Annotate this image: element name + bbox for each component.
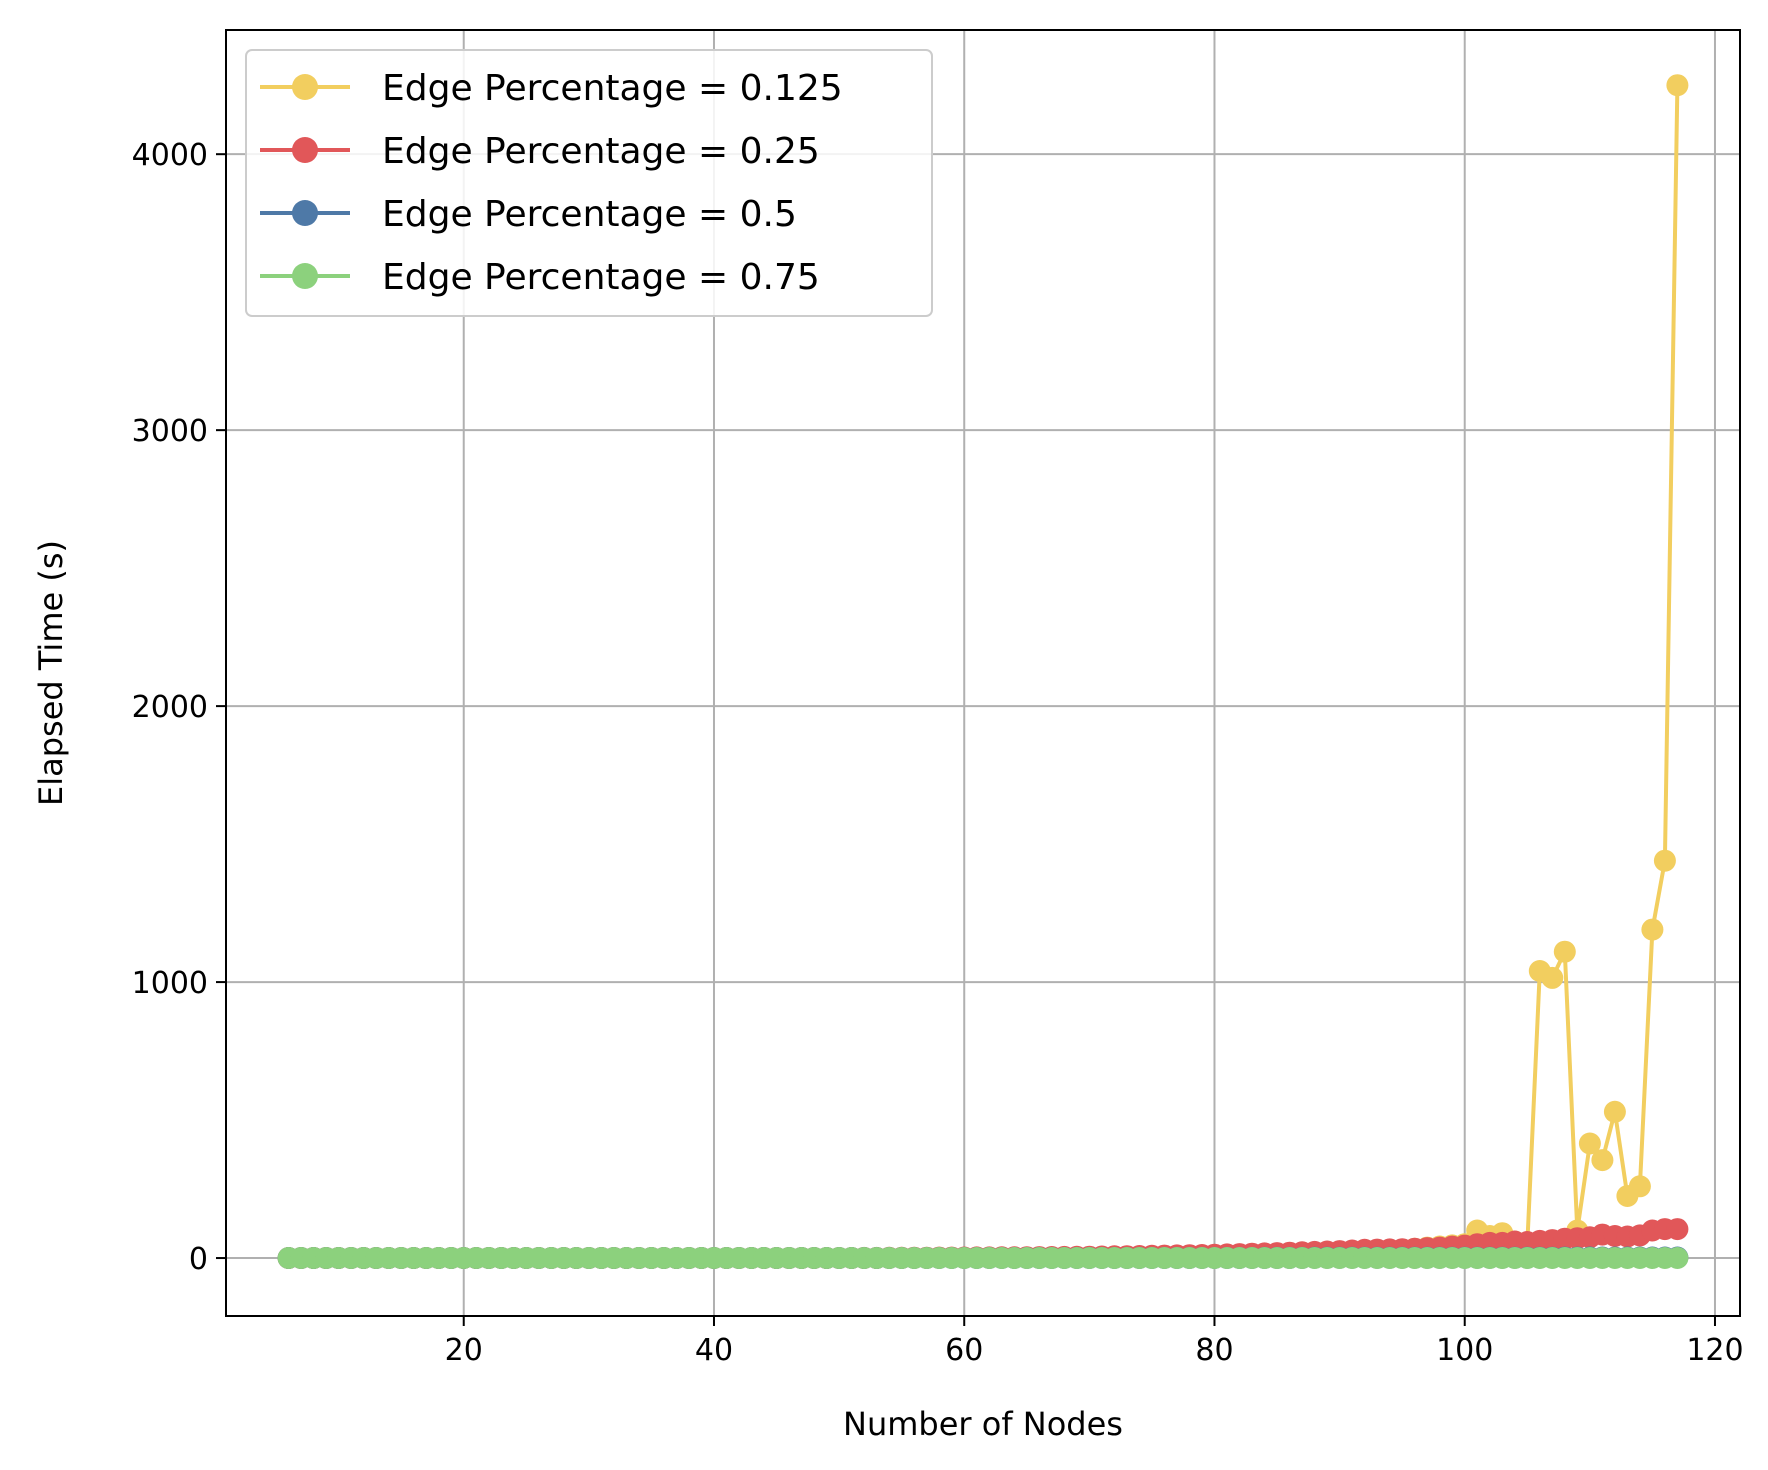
data-point [1666,74,1689,97]
data-point [1578,1132,1601,1155]
x-tick-label: 100 [1436,1333,1493,1368]
y-tick-label: 3000 [132,414,208,449]
legend-item: Edge Percentage = 0.5 [260,194,797,235]
data-point [1603,1100,1626,1123]
axis-ticks: 20 40 60 80 100 120 0 1000 2000 3000 4000 [132,138,1744,1368]
data-point [1641,918,1664,941]
legend-marker [292,263,318,289]
legend: Edge Percentage = 0.125 Edge Percentage =… [245,49,933,317]
legend-marker [292,200,318,226]
series-layer [277,74,1689,1269]
data-point [1591,1149,1614,1172]
y-tick-label: 0 [189,1242,208,1277]
data-point [1653,849,1676,872]
legend-marker [292,74,318,100]
y-tick-label: 2000 [132,690,208,725]
y-tick-label: 1000 [132,966,208,1001]
legend-item: Edge Percentage = 0.75 [260,257,820,298]
legend-label: Edge Percentage = 0.125 [382,68,843,109]
x-tick-label: 60 [945,1333,983,1368]
data-point [1541,966,1564,989]
x-axis-label: Number of Nodes [843,1405,1123,1443]
series-3 [277,1247,1689,1269]
x-tick-label: 20 [445,1333,483,1368]
data-point [1628,1175,1651,1198]
data-point [1553,940,1576,963]
data-point [1666,1218,1689,1241]
data-point [1666,1247,1689,1269]
legend-marker [292,137,318,163]
legend-box [245,49,933,317]
legend-label: Edge Percentage = 0.25 [382,131,820,172]
legend-item: Edge Percentage = 0.125 [260,68,843,109]
legend-label: Edge Percentage = 0.75 [382,257,820,298]
x-tick-label: 80 [1195,1333,1233,1368]
y-axis-label: Elapsed Time (s) [32,540,70,806]
legend-item: Edge Percentage = 0.25 [260,131,820,172]
plot-frame [225,29,1741,1317]
x-tick-label: 120 [1686,1333,1743,1368]
legend-label: Edge Percentage = 0.5 [382,194,797,235]
y-tick-label: 4000 [132,138,208,173]
x-tick-label: 40 [695,1333,733,1368]
